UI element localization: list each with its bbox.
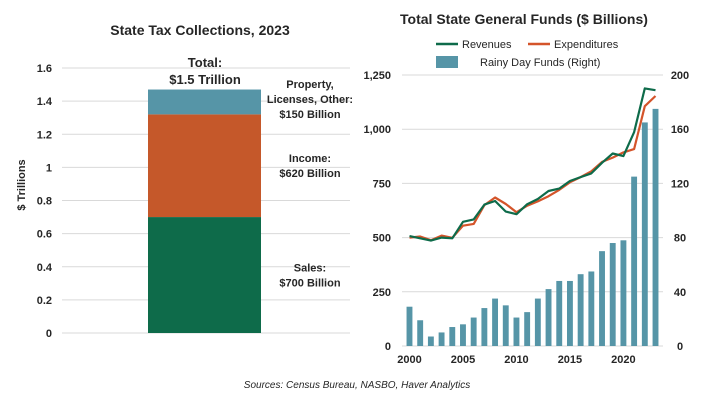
right-chart-title: Total State General Funds ($ Billions)	[400, 11, 648, 27]
rainy-day-bar-2022	[641, 122, 648, 346]
right-left-y-tick-label: 750	[373, 178, 391, 190]
right-x-tick-label: 2010	[504, 354, 528, 366]
rainy-day-bar-2017	[588, 271, 595, 346]
segment-label: Income:	[289, 153, 331, 165]
rainy-day-bar-2019	[609, 243, 616, 346]
rainy-day-bar-2002	[427, 336, 434, 346]
legend-rainy-swatch	[436, 56, 458, 68]
rainy-day-bar-2005	[460, 324, 466, 346]
right-right-y-tick-label: 120	[671, 178, 689, 190]
rainy-day-bar-2012	[534, 298, 541, 346]
legend-rainy-label: Rainy Day Funds (Right)	[480, 57, 600, 69]
right-right-y-tick-label: 200	[671, 70, 689, 82]
left-y-tick-label: 0.2	[37, 295, 52, 307]
segment-label: Sales:	[294, 263, 326, 275]
segment-label: $150 Billion	[279, 109, 340, 121]
right-x-tick-label: 2020	[611, 354, 635, 366]
left-y-tick-label: 1.2	[37, 129, 52, 141]
rainy-day-bar-2014	[556, 280, 563, 346]
left-y-tick-label: 1.4	[37, 96, 53, 108]
right-x-tick-label: 2015	[558, 354, 582, 366]
right-x-tick-label: 2000	[397, 354, 421, 366]
right-left-y-tick-label: 1,250	[363, 70, 391, 82]
left-y-tick-label: 0.6	[37, 229, 52, 241]
total-label-line2: $1.5 Trillion	[169, 72, 241, 87]
stacked-bar-segment-property-licenses-other	[148, 89, 261, 115]
source-note: Sources: Census Bureau, NASBO, Haver Ana…	[244, 380, 470, 391]
rainy-day-bar-2007	[481, 308, 488, 346]
left-y-tick-label: 0.4	[37, 262, 53, 274]
left-y-tick-label: 1	[46, 162, 52, 174]
right-left-y-tick-label: 1,000	[363, 124, 391, 136]
left-y-tick-label: 0	[46, 328, 52, 340]
segment-label: Property,	[286, 79, 333, 91]
segment-label: $620 Billion	[279, 168, 340, 180]
rainy-day-bar-2023	[652, 108, 659, 346]
rainy-day-bar-2011	[524, 312, 531, 346]
right-left-y-tick-label: 500	[373, 233, 391, 245]
total-label-line1: Total:	[188, 55, 222, 70]
chart-marks: 0 0.2 0.4 0.6 0.8 1 1.2 1.4 1.6 Sales: $700 Billio…	[37, 63, 689, 366]
segment-label: $700 Billion	[279, 278, 340, 290]
right-left-y-tick-label: 250	[373, 287, 391, 299]
rainy-day-bar-2020	[620, 240, 627, 346]
left-y-tick-label: 0.8	[37, 196, 52, 208]
rainy-day-bar-2010	[513, 317, 520, 346]
right-right-y-tick-label: 80	[674, 233, 686, 245]
revenues-line	[409, 87, 656, 242]
left-chart-title: State Tax Collections, 2023	[110, 22, 290, 38]
right-right-y-tick-label: 40	[674, 287, 686, 299]
rainy-day-bar-2009	[502, 305, 509, 346]
right-left-y-tick-label: 0	[385, 341, 391, 353]
stacked-bar-segment-income	[148, 114, 261, 218]
rainy-day-bar-2008	[492, 298, 499, 346]
rainy-day-bar-2021	[631, 176, 638, 346]
right-right-y-tick-label: 0	[677, 341, 683, 353]
rainy-day-bar-2006	[470, 317, 477, 346]
stacked-bar-segment-sales	[148, 217, 261, 333]
rainy-day-bar-2016	[577, 274, 584, 346]
left-y-tick-label: 1.6	[37, 63, 52, 75]
rainy-day-bar-2003	[438, 332, 445, 346]
right-right-y-tick-label: 160	[671, 124, 689, 136]
rainy-day-bar-2015	[566, 280, 573, 346]
expenditures-line	[409, 95, 657, 242]
rainy-day-bar-2018	[599, 251, 605, 346]
right-x-tick-label: 2005	[451, 354, 475, 366]
rainy-day-bar-2001	[417, 320, 424, 346]
legend-revenues-label: Revenues	[462, 39, 512, 51]
rainy-day-bar-2013	[545, 289, 552, 346]
rainy-day-bar-2004	[449, 327, 456, 346]
legend-expenditures-label: Expenditures	[554, 39, 619, 51]
segment-label: Licenses, Other:	[267, 94, 353, 106]
left-chart-y-axis-label: $ Trillions	[16, 159, 28, 210]
rainy-day-bar-2000	[406, 306, 413, 346]
